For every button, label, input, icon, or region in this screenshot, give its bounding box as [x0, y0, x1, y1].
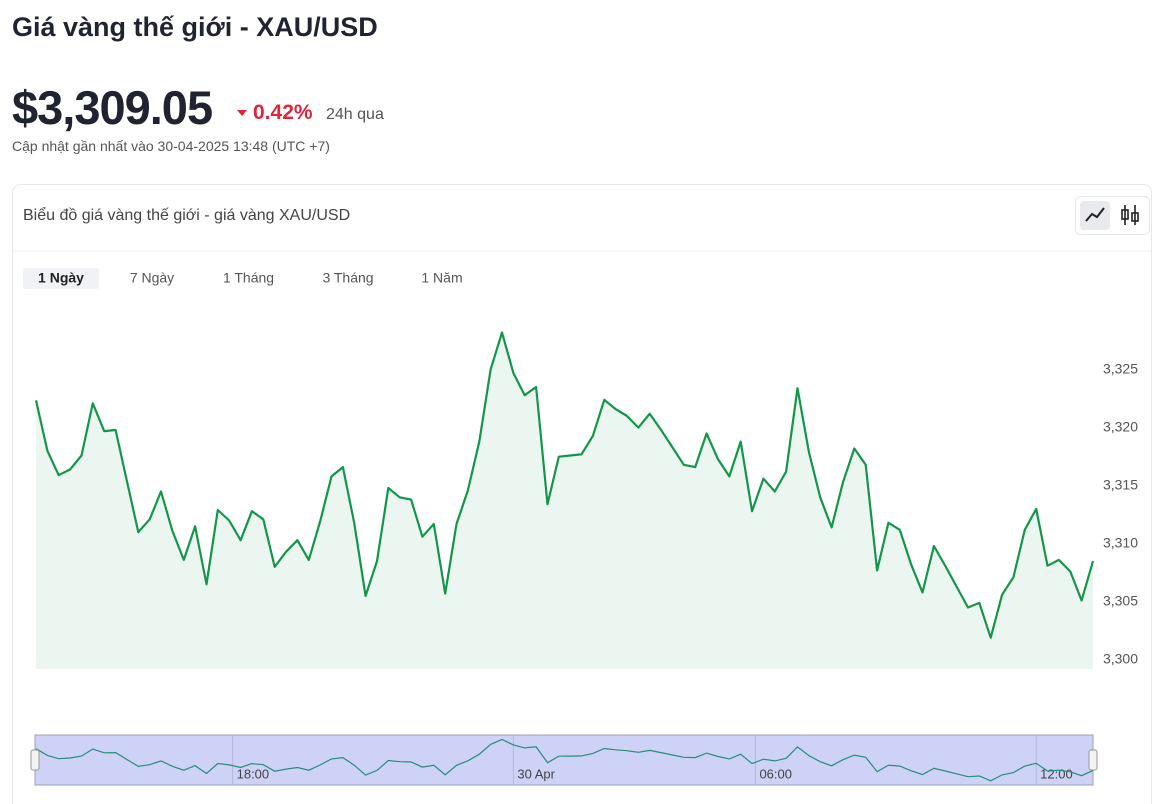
y-tick-label: 3,320: [1103, 418, 1138, 434]
price-area: [36, 332, 1093, 669]
line-chart-button[interactable]: [1080, 201, 1110, 230]
tab-label: 3 Tháng: [322, 270, 373, 286]
y-tick-label: 3,310: [1103, 534, 1138, 550]
tab-label: 1 Năm: [421, 270, 462, 286]
price-line: [34, 331, 1095, 639]
navigator-label: 12:00: [1040, 766, 1073, 781]
chart-card: Biểu đồ giá vàng thế giới - giá vàng XAU…: [12, 184, 1152, 804]
y-tick-label: 3,305: [1103, 592, 1138, 608]
page-title: Giá vàng thế giới - XAU/USD: [12, 12, 378, 42]
time-range-tab[interactable]: 1 Năm: [421, 270, 462, 286]
time-range-tab[interactable]: 1 Tháng: [223, 270, 274, 286]
navigator-line: [35, 738, 1094, 782]
price: $3,309.05: [12, 81, 213, 134]
updated-time: Cập nhật gần nhất vào 30-04-2025 13:48 (…: [12, 138, 330, 154]
time-range-tab[interactable]: 7 Ngày: [130, 270, 174, 286]
change-period: 24h qua: [326, 106, 384, 123]
time-range-tab[interactable]: 3 Tháng: [322, 270, 373, 286]
navigator-label: 30 Apr: [517, 766, 555, 781]
y-tick-label: 3,325: [1103, 360, 1138, 376]
candle-chart-button[interactable]: [1121, 205, 1139, 225]
navigator: [34, 734, 1094, 786]
tab-label: 1 Ngày: [38, 270, 84, 286]
y-tick-label: 3,315: [1103, 476, 1138, 492]
y-tick-label: 3,300: [1103, 650, 1138, 666]
tab-label: 1 Tháng: [223, 270, 274, 286]
navigator-label: 06:00: [759, 766, 792, 781]
tab-label: 7 Ngày: [130, 270, 174, 286]
navigator-label: 18:00: [237, 766, 270, 781]
navigator-handle[interactable]: [30, 749, 40, 771]
time-range-tab[interactable]: 1 Ngày: [23, 268, 99, 289]
price-change: 0.42%: [237, 101, 313, 125]
tab-background: [23, 268, 99, 289]
card-title: Biểu đồ giá vàng thế giới - giá vàng XAU…: [23, 206, 350, 224]
navigator-handle[interactable]: [1088, 749, 1098, 771]
